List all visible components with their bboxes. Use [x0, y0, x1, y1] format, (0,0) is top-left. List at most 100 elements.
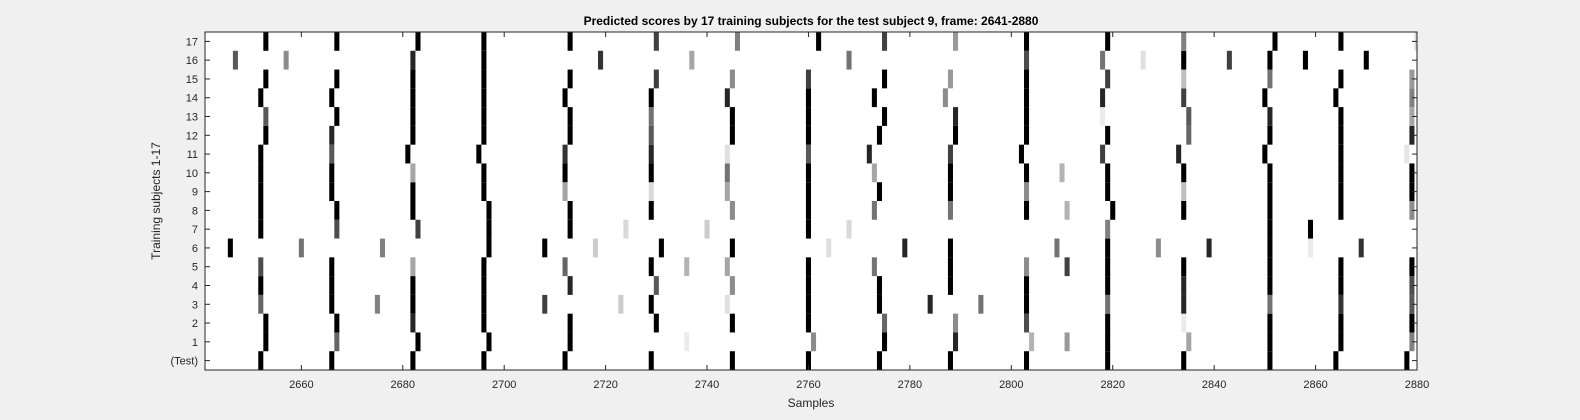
heatmap-cell: [953, 332, 959, 352]
heatmap-cell: [1338, 125, 1344, 145]
heatmap-cell: [263, 125, 269, 145]
heatmap-cell: [1272, 32, 1278, 51]
y-tick-label: 6: [192, 243, 198, 255]
heatmap-cell: [1338, 107, 1344, 126]
heatmap-cell: [724, 144, 730, 164]
heatmap-cell: [1024, 69, 1030, 89]
heatmap-cell: [1333, 351, 1339, 370]
heatmap-cell: [258, 163, 264, 183]
heatmap-cell: [882, 32, 888, 51]
heatmap-cell: [1181, 182, 1187, 201]
heatmap-cell: [410, 125, 416, 145]
heatmap-cell: [562, 88, 568, 108]
heatmap-cell: [1409, 201, 1415, 220]
heatmap-cell: [263, 69, 269, 89]
heatmap-cell: [942, 88, 948, 108]
heatmap-cell: [724, 163, 730, 183]
heatmap-cell: [1024, 351, 1030, 370]
heatmap-cell: [1100, 50, 1106, 70]
heatmap-cell: [334, 32, 340, 51]
heatmap-cell: [481, 276, 487, 295]
heatmap-cell: [410, 163, 416, 183]
heatmap-cell: [1105, 163, 1111, 183]
x-axis-ticks: 2660 2680 2700 2720 2740 2760 2780 2800 2820 2840…: [289, 32, 1429, 391]
heatmap-cell: [1338, 182, 1344, 201]
heatmap-cell: [876, 294, 882, 314]
heatmap-cell: [567, 276, 573, 295]
heatmap-cell: [1024, 125, 1030, 145]
heatmap-cell: [1267, 125, 1273, 145]
heatmap-cell: [481, 69, 487, 89]
heatmap-cell: [1181, 351, 1187, 370]
heatmap-cell: [1262, 88, 1268, 108]
heatmap-cell: [258, 219, 264, 239]
heatmap-cell: [1338, 332, 1344, 352]
heatmap-cell: [329, 88, 335, 108]
heatmap-cell: [846, 50, 852, 70]
heatmap-cell: [562, 182, 568, 201]
heatmap-cell: [1181, 50, 1187, 70]
heatmap-cell: [1409, 88, 1415, 108]
heatmap-cell: [1064, 201, 1070, 220]
x-tick-label: 2740: [695, 379, 719, 391]
heatmap-cell: [1267, 219, 1273, 239]
heatmap-cell: [410, 69, 416, 89]
heatmap-cell: [379, 238, 386, 258]
heatmap-cell: [481, 32, 487, 51]
heatmap-cell: [410, 257, 416, 277]
heatmap-cell: [263, 107, 269, 126]
y-tick-label: (Test): [171, 356, 199, 368]
heatmap-cell: [729, 107, 735, 126]
heatmap-cell: [486, 238, 492, 258]
heatmap-cell: [1024, 313, 1030, 333]
y-tick-label: 15: [186, 74, 198, 86]
y-tick-label: 16: [186, 55, 198, 67]
heatmap-cell: [562, 144, 568, 164]
heatmap-cell: [1409, 182, 1415, 201]
heatmap-cell: [567, 313, 573, 333]
heatmap-cell: [481, 50, 487, 70]
heatmap-cell: [1409, 276, 1415, 295]
heatmap-cell: [258, 201, 264, 220]
heatmap-cell: [1409, 294, 1415, 314]
heatmap-cell: [1105, 32, 1111, 51]
heatmap-cell: [947, 144, 953, 164]
heatmap-cell: [1024, 50, 1030, 70]
heatmap-cell: [1363, 50, 1369, 70]
heatmap-cell: [1181, 294, 1187, 314]
y-tick-label: 13: [186, 112, 198, 124]
heatmap-cell: [978, 294, 984, 314]
heatmap-cell: [618, 294, 624, 314]
heatmap-cell: [567, 201, 573, 220]
heatmap-cell: [258, 351, 264, 370]
heatmap-cell: [567, 219, 573, 239]
heatmap-cell: [334, 201, 340, 220]
heatmap-cell: [334, 313, 340, 333]
heatmap-cell: [1267, 238, 1273, 258]
heatmap-cell: [724, 257, 730, 277]
x-tick-label: 2780: [898, 379, 922, 391]
heatmap-cell: [805, 144, 811, 164]
heatmap-cell: [232, 50, 238, 70]
heatmap-cell: [1064, 257, 1070, 277]
heatmap-cell: [481, 351, 487, 370]
heatmap-cell: [258, 144, 264, 164]
heatmap-cell: [1064, 332, 1070, 352]
heatmap-cell: [1338, 294, 1344, 314]
heatmap-cell: [689, 50, 695, 70]
heatmap-cell: [567, 107, 573, 126]
heatmap-cell: [805, 313, 811, 333]
heatmap-cell: [724, 182, 730, 201]
heatmap-cell: [1054, 238, 1060, 258]
x-tick-label: 2880: [1405, 379, 1429, 391]
chart-title: Predicted scores by 17 training subjects…: [584, 14, 1039, 28]
heatmap-cell: [882, 313, 888, 333]
heatmap-cell: [1105, 219, 1111, 239]
heatmap-cell: [542, 238, 548, 258]
heatmap-cell: [1024, 163, 1030, 183]
heatmap-cell: [410, 88, 416, 108]
heatmap-cell: [1409, 107, 1415, 126]
heatmap-cell: [329, 257, 335, 277]
x-tick-label: 2800: [999, 379, 1023, 391]
